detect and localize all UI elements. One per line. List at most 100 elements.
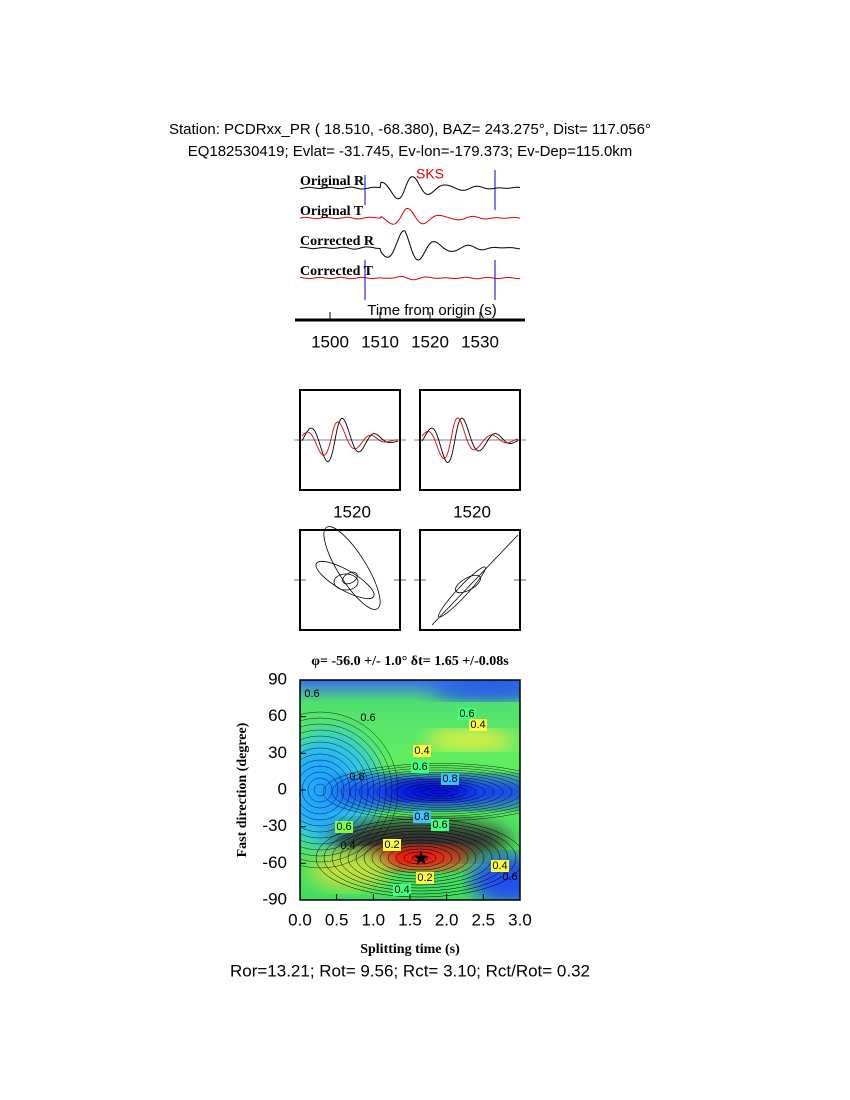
- contour-label: 0.6: [432, 819, 447, 831]
- trace-label: Original R: [300, 174, 365, 189]
- contour-label-bg: [393, 884, 411, 896]
- trace-label: Original T: [300, 204, 364, 219]
- y-tick-label: 0: [278, 779, 287, 798]
- x-tick-label: 1.0: [362, 910, 386, 929]
- contour-label-bg: [441, 773, 459, 785]
- trace: [299, 275, 520, 281]
- contour-label: 0.8: [442, 773, 457, 785]
- contour-label: 0.8: [414, 811, 429, 823]
- blob: [425, 730, 515, 750]
- contour-line: [300, 735, 375, 845]
- y-tick-label: -30: [262, 816, 287, 835]
- particle-motion: [315, 526, 519, 626]
- contour-line: [300, 717, 393, 863]
- contour-line: [376, 776, 504, 808]
- x-tick-label: 1510: [361, 332, 399, 351]
- contour-label: 0.2: [417, 872, 432, 884]
- best-fit-star: [413, 850, 429, 865]
- contour-label: 0.4: [492, 860, 507, 872]
- x-tick-label: 1500: [311, 332, 349, 351]
- x-axis-label: Splitting time (s): [360, 942, 460, 957]
- contour-label-bg: [491, 860, 509, 872]
- y-tick-label: -90: [262, 889, 287, 908]
- zoom-trace: [301, 421, 399, 456]
- station-line: Station: PCDRxx_PR ( 18.510, -68.380), B…: [169, 121, 651, 138]
- contour-line: [307, 777, 333, 803]
- zoom-tick-label: 1520: [453, 502, 491, 521]
- contour-line: [412, 785, 468, 799]
- contour-label: 0.4: [414, 745, 429, 757]
- contour-line: [331, 824, 509, 892]
- contour-line: [300, 711, 399, 869]
- trace: [299, 230, 521, 261]
- zoom-trace: [421, 417, 519, 460]
- contour-line: [340, 767, 520, 817]
- contour-label: 0.6: [360, 712, 375, 724]
- contour-label-bg: [469, 719, 487, 731]
- contour-line: [300, 753, 357, 827]
- y-axis-label: Fast direction (degree): [235, 722, 250, 857]
- contour-label: 0.6: [336, 821, 351, 833]
- x-axis-label: Time from origin (s): [367, 302, 496, 319]
- contour-label: 0.4: [394, 884, 409, 896]
- x-tick-label: 2.0: [435, 910, 459, 929]
- x-tick-label: 0.5: [325, 910, 349, 929]
- contour-line: [339, 827, 501, 889]
- y-tick-label: 30: [268, 743, 287, 762]
- contour-label: 0.6: [459, 708, 474, 720]
- contour-line: [300, 741, 369, 839]
- zoom-trace: [301, 417, 399, 463]
- contour-line: [358, 772, 520, 812]
- footer: Ror=13.21; Rot= 9.56; Rct= 3.10; Rct/Rot…: [230, 961, 590, 980]
- contour-line: [300, 723, 387, 857]
- trace: [299, 208, 521, 225]
- contour-line: [300, 729, 381, 851]
- contour-label: 0.6: [412, 761, 427, 773]
- contour-label-bg: [383, 839, 401, 851]
- contour-line: [430, 789, 450, 795]
- contour-line: [395, 848, 445, 868]
- contour-label-bg: [431, 819, 449, 831]
- contour-label-bg: [335, 821, 353, 833]
- contour-label-bg: [413, 811, 431, 823]
- zoom-tick-label: 1520: [333, 502, 371, 521]
- contour-label-bg: [458, 708, 476, 720]
- contour-line: [394, 780, 486, 804]
- x-tick-label: 2.5: [472, 910, 496, 929]
- contour-line: [300, 747, 363, 833]
- contour-line: [331, 765, 520, 819]
- contour-line: [313, 783, 327, 797]
- contour-line: [300, 765, 345, 815]
- x-tick-label: 1530: [461, 332, 499, 351]
- event-line: EQ182530419; Evlat= -31.745, Ev-lon=-179…: [188, 143, 633, 160]
- y-tick-label: 60: [268, 706, 287, 725]
- x-tick-label: 1.5: [398, 910, 422, 929]
- contour-line: [403, 851, 437, 865]
- y-tick-label: 90: [268, 669, 287, 688]
- contour-field: [300, 680, 520, 900]
- phase-label: SKS: [416, 166, 444, 182]
- contour-label-bg: [413, 745, 431, 757]
- trace-label: Corrected T: [300, 264, 374, 279]
- contour-label: 0.2: [384, 839, 399, 851]
- contour-line: [300, 759, 351, 821]
- blob: [390, 852, 440, 864]
- contour-line: [347, 830, 493, 886]
- contour-label: 0.8: [349, 771, 364, 783]
- zoom-trace: [421, 417, 519, 463]
- contour-label-bg: [416, 872, 434, 884]
- contour-label-bg: [411, 761, 429, 773]
- contour-label: 0.4: [470, 719, 485, 731]
- contour-line: [403, 783, 477, 802]
- x-tick-label: 0.0: [288, 910, 312, 929]
- contour-label: 0.6: [304, 688, 319, 700]
- contour-label: 0.6: [502, 871, 517, 883]
- x-tick-label: 1520: [411, 332, 449, 351]
- contour-line: [387, 845, 453, 871]
- blob: [310, 850, 390, 890]
- contour-title: φ= -56.0 +/- 1.0° δt= 1.65 +/-0.08s: [311, 654, 509, 669]
- contour-line: [349, 769, 520, 815]
- x-tick-label: 3.0: [508, 910, 532, 929]
- y-tick-label: -60: [262, 853, 287, 872]
